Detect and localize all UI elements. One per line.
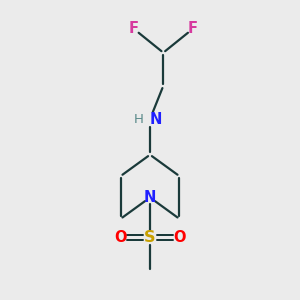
Text: O: O — [173, 230, 186, 245]
Text: N: N — [144, 190, 156, 205]
Text: O: O — [114, 230, 127, 245]
Text: S: S — [144, 230, 156, 245]
Text: H: H — [134, 112, 143, 126]
Text: F: F — [129, 21, 139, 36]
Text: N: N — [150, 112, 162, 127]
Text: F: F — [188, 21, 198, 36]
